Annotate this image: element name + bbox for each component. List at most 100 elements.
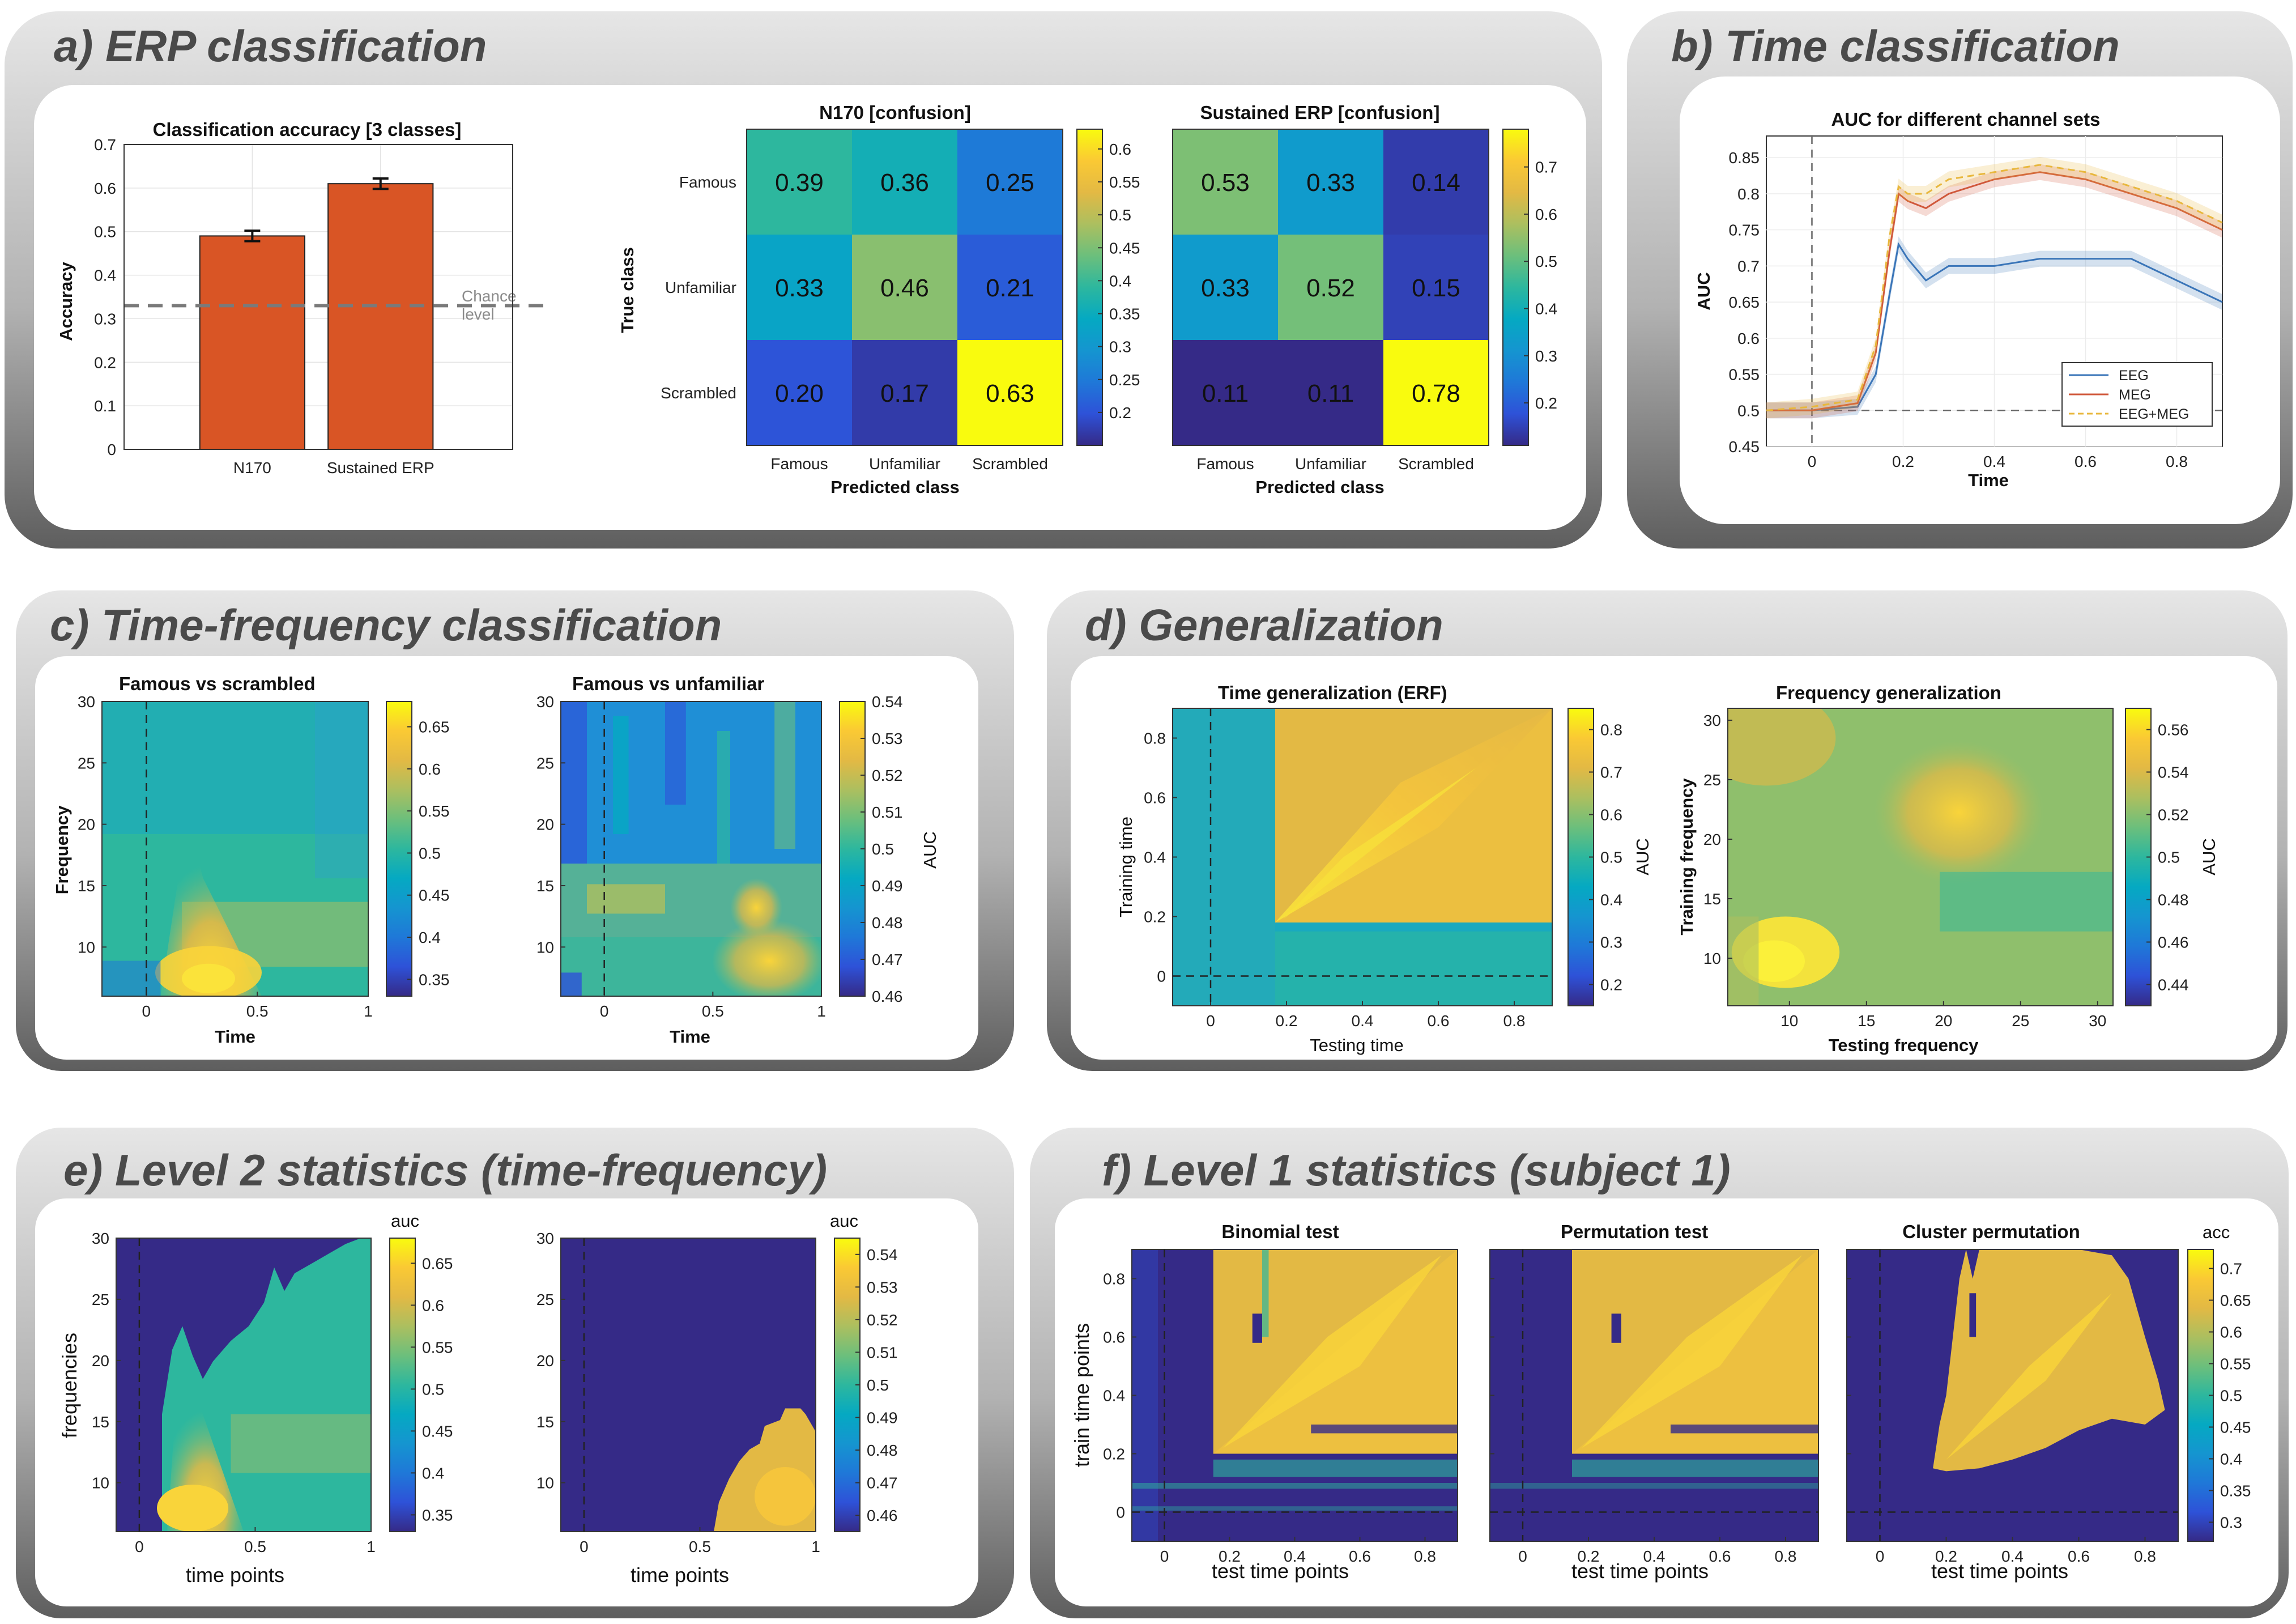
tf1-colorbar-label-3: 0.5 bbox=[419, 844, 441, 862]
conf2-cell-value-2-1: 0.11 bbox=[1307, 380, 1354, 407]
f3-colorbar-label-4: 0.5 bbox=[2220, 1387, 2242, 1405]
e2-colorbar-label-5: 0.51 bbox=[867, 1344, 898, 1361]
f1-xtick-label-3: 0.6 bbox=[1349, 1548, 1371, 1565]
conf2-xlabel: Predicted class bbox=[1255, 477, 1384, 497]
conf2-colorbar: 0.2 0.3 0.4 0.5 0.6 0.7 bbox=[1502, 129, 1557, 446]
e2-axes-box bbox=[560, 1238, 816, 1532]
e1-colorbar-label-2: 0.45 bbox=[422, 1422, 453, 1440]
conf1-cell-2-0 bbox=[747, 340, 852, 445]
line-xtick-label-4: 0.8 bbox=[2166, 453, 2188, 470]
e1-axes-box bbox=[116, 1238, 372, 1532]
tf1-colorbar-gradient bbox=[386, 701, 412, 997]
conf2-cell-1-1 bbox=[1278, 235, 1383, 340]
bar-1 bbox=[327, 183, 434, 450]
tf2-title: Famous vs unfamiliar bbox=[572, 673, 764, 694]
e2-colorbar-label-6: 0.52 bbox=[867, 1311, 898, 1329]
tf2-ytick-label-0: 10 bbox=[536, 938, 554, 956]
line-series-0 bbox=[1766, 242, 2223, 411]
f3-clabel: acc bbox=[2203, 1222, 2230, 1242]
f1-xtick-label-1: 0.2 bbox=[1219, 1548, 1241, 1565]
e2-ytick-label-3: 25 bbox=[536, 1291, 554, 1308]
e1-ylabel: frequencies bbox=[58, 1333, 81, 1438]
conf1-xtick-label-1: Unfamiliar bbox=[869, 455, 940, 473]
line-chart-ylabel: AUC bbox=[1694, 272, 1714, 310]
tf2-axes: 0 0.5 1 10 15 20 25 30 bbox=[536, 693, 826, 1020]
fg-colorbar-label-1: 0.46 bbox=[2158, 934, 2189, 951]
conf1-cell-value-1-0: 0.33 bbox=[775, 274, 824, 302]
e1-xlabel: time points bbox=[186, 1563, 284, 1587]
bar-chart-x-ticks: N170 Sustained ERP bbox=[233, 459, 435, 477]
conf2-cell-value-0-2: 0.14 bbox=[1412, 169, 1460, 197]
tf1-colorbar-label-5: 0.6 bbox=[419, 760, 441, 778]
line-ytick-label-2: 0.55 bbox=[1729, 366, 1760, 384]
conf1-cell-1-2 bbox=[957, 235, 1063, 340]
bar-ytick-label-6: 0.6 bbox=[94, 180, 116, 197]
tf2-xtick-label-1: 0.5 bbox=[702, 1002, 724, 1020]
panel-c-title: c) Time-frequency classification bbox=[50, 600, 722, 650]
tf1-ytick-label-1: 15 bbox=[78, 877, 95, 895]
fg-title: Frequency generalization bbox=[1776, 682, 2001, 703]
tf1-ytick-label-3: 25 bbox=[78, 754, 95, 772]
e2-colorbar-label-7: 0.53 bbox=[867, 1278, 898, 1296]
line-chart-grid bbox=[1766, 136, 2222, 447]
conf2-cell-value-0-0: 0.53 bbox=[1201, 169, 1250, 197]
bar-0 bbox=[199, 235, 305, 450]
conf2-colorbar-gradient bbox=[1502, 129, 1529, 446]
tf1-colorbar-label-6: 0.65 bbox=[419, 719, 450, 736]
tf1-colorbar-label-1: 0.4 bbox=[419, 929, 441, 946]
tf2-xtick-label-0: 0 bbox=[600, 1002, 609, 1020]
conf1-cell-value-0-0: 0.39 bbox=[775, 169, 824, 197]
f1-xtick-label-0: 0 bbox=[1160, 1548, 1169, 1565]
line-ytick-label-8: 0.85 bbox=[1729, 149, 1760, 167]
conf1-cell-value-2-1: 0.17 bbox=[880, 380, 929, 407]
e1-xtick-label-2: 1 bbox=[367, 1538, 376, 1555]
fg-axes: 10 15 20 25 30 10 15 20 25 30 bbox=[1703, 708, 2114, 1030]
tg-ytick-label-0: 0 bbox=[1157, 968, 1166, 985]
fg-map bbox=[1728, 708, 2113, 1006]
conf1-cell-0-1 bbox=[852, 129, 957, 235]
panel-e-title: e) Level 2 statistics (time-frequency) bbox=[63, 1145, 827, 1195]
conf1-cell-value-1-1: 0.46 bbox=[880, 274, 929, 302]
conf2-colorbar-label-2: 0.4 bbox=[1535, 300, 1557, 317]
conf2-xtick-label-0: Famous bbox=[1196, 455, 1254, 473]
tf2-colorbar-label-7: 0.53 bbox=[872, 730, 903, 747]
tf1-xtick-label-1: 0.5 bbox=[246, 1002, 269, 1020]
f3-xtick-label-4: 0.8 bbox=[2134, 1548, 2156, 1565]
e2-xlabel: time points bbox=[631, 1563, 729, 1587]
line-ytick-label-1: 0.5 bbox=[1737, 402, 1760, 419]
conf1-cell-0-0 bbox=[747, 129, 852, 235]
fg-ytick-label-2: 20 bbox=[1703, 831, 1721, 848]
line-ytick-label-7: 0.8 bbox=[1737, 185, 1760, 203]
line-chart-ticks: 0 0.2 0.4 0.6 0.8 0.45 0.5 0.55 0.6 0.65 0.7 0.75 0.… bbox=[1729, 149, 2188, 470]
fg-colorbar-label-3: 0.5 bbox=[2158, 849, 2180, 866]
fg-xtick-label-2: 20 bbox=[1935, 1012, 1952, 1030]
bar-category-label-1: Sustained ERP bbox=[327, 459, 435, 477]
conf1-colorbar-gradient bbox=[1076, 129, 1103, 446]
e2-xtick-label-1: 0.5 bbox=[689, 1538, 711, 1555]
fg-ytick-label-3: 25 bbox=[1703, 771, 1721, 789]
tf1-colorbar-label-2: 0.45 bbox=[419, 887, 450, 904]
tf2-colorbar-label-5: 0.51 bbox=[872, 804, 903, 821]
f2-xtick-label-2: 0.4 bbox=[1643, 1548, 1665, 1565]
line-ytick-label-5: 0.7 bbox=[1737, 257, 1760, 275]
f3-xtick-label-0: 0 bbox=[1876, 1548, 1885, 1565]
f2-title: Permutation test bbox=[1561, 1221, 1708, 1242]
conf1-labels: Famous Famous Unfamiliar Unfamiliar Scramble… bbox=[661, 173, 1048, 473]
e1-colorbar-gradient bbox=[389, 1238, 416, 1532]
e2-map bbox=[561, 1238, 816, 1532]
bar-ytick-label-4: 0.4 bbox=[94, 267, 116, 284]
conf2-cell-value-1-0: 0.33 bbox=[1201, 274, 1250, 302]
fg-colorbar-label-2: 0.48 bbox=[2158, 891, 2189, 909]
legend-eegmeg-label: EEG+MEG bbox=[2119, 406, 2189, 422]
tf1-colorbar-label-0: 0.35 bbox=[419, 971, 450, 988]
f3-colorbar-label-5: 0.55 bbox=[2220, 1355, 2251, 1373]
tg-map bbox=[1173, 708, 1552, 1006]
e2-ytick-label-2: 20 bbox=[536, 1352, 554, 1370]
bar-ytick-label-3: 0.3 bbox=[94, 310, 116, 328]
line-ytick-label-3: 0.6 bbox=[1737, 330, 1760, 347]
tf2-clabel: AUC bbox=[920, 831, 940, 868]
famous-vs-scrambled-tf-map: Famous vs scrambled 0 0.5 1 10 15 20 25 30 Time… bbox=[52, 673, 450, 1047]
tg-xtick-label-2: 0.4 bbox=[1352, 1012, 1374, 1030]
e2-colorbar-label-2: 0.48 bbox=[867, 1442, 898, 1459]
conf1-cell-1-0 bbox=[747, 235, 852, 340]
